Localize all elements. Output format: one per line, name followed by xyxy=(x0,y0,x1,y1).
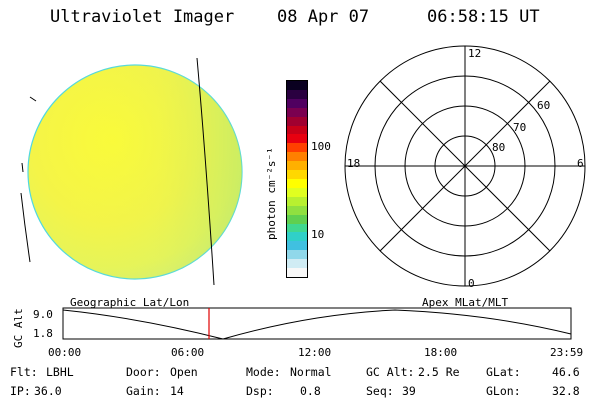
mode-value: Normal xyxy=(290,365,332,379)
polar-label-left: 18 xyxy=(347,157,361,170)
colorbar-segment xyxy=(287,134,307,144)
colorbar-segment xyxy=(287,152,307,162)
glat-label: GLat: xyxy=(486,365,521,379)
time-tick-3: 18:00 xyxy=(424,346,458,359)
colorbar-tick-10: 10 xyxy=(311,228,325,241)
colorbar-segment xyxy=(287,161,307,171)
colorbar-segment xyxy=(287,107,307,117)
colorbar-segment xyxy=(287,223,307,233)
polar-label-right: 6 xyxy=(577,157,584,170)
glat-value: 46.6 xyxy=(552,365,580,379)
door-value: Open xyxy=(170,365,198,379)
date-label: 08 Apr 07 xyxy=(277,7,370,27)
time-tick-0: 00:00 xyxy=(48,346,82,359)
polar-ring-label-70: 70 xyxy=(513,121,527,134)
colorbar-segment xyxy=(287,232,307,242)
time-tick-2: 12:00 xyxy=(298,346,332,359)
colorbar-segment xyxy=(287,241,307,251)
time-label: 06:58:15 UT xyxy=(427,7,540,27)
colorbar-segment xyxy=(287,196,307,206)
polar-label-bottom: 0 xyxy=(468,277,475,290)
colorbar-segment xyxy=(287,250,307,260)
geographic-label: Geographic Lat/Lon xyxy=(70,296,190,309)
colorbar-segment xyxy=(287,259,307,269)
colorbar-segment xyxy=(287,214,307,224)
colorbar xyxy=(286,80,308,278)
apex-label: Apex MLat/MLT xyxy=(422,296,509,309)
gain-value: 14 xyxy=(170,384,184,398)
alt-ymin-label: 1.8 xyxy=(33,327,53,340)
colorbar-segment xyxy=(287,116,307,126)
altitude-curve xyxy=(62,309,572,340)
colorbar-segment xyxy=(287,170,307,179)
dsp-label: Dsp: xyxy=(246,384,274,398)
colorbar-segment xyxy=(287,81,307,90)
colorbar-segment xyxy=(287,268,307,277)
polar-ring-label-60: 60 xyxy=(537,99,551,112)
glon-label: GLon: xyxy=(486,384,521,398)
colorbar-segment xyxy=(287,187,307,197)
ip-value: 36.0 xyxy=(34,384,62,398)
colorbar-segment xyxy=(287,178,307,188)
instrument-title: Ultraviolet Imager xyxy=(50,7,235,27)
gain-label: Gain: xyxy=(126,384,161,398)
door-label: Door: xyxy=(126,365,161,379)
time-tick-4: 23:59 xyxy=(550,346,584,359)
colorbar-segment xyxy=(287,89,307,99)
dsp-value: 0.8 xyxy=(300,384,321,398)
polar-label-top: 12 xyxy=(468,47,482,60)
flt-value: LBHL xyxy=(46,365,74,379)
colorbar-tick-100: 100 xyxy=(311,140,331,153)
ip-label: IP: xyxy=(10,384,31,398)
mode-label: Mode: xyxy=(246,365,281,379)
colorbar-segment xyxy=(287,205,307,215)
alt-ymax-label: 9.0 xyxy=(33,308,53,321)
polar-ring-label-80: 80 xyxy=(492,141,506,154)
glon-value: 32.8 xyxy=(552,384,580,398)
gcalt-label: GC Alt: xyxy=(366,365,415,379)
seq-value: 39 xyxy=(402,384,416,398)
limb-line-left xyxy=(20,192,31,263)
seq-label: Seq: xyxy=(366,384,394,398)
limb-line-right xyxy=(196,57,215,286)
colorbar-segment xyxy=(287,125,307,135)
time-tick-1: 06:00 xyxy=(171,346,205,359)
colorbar-segment xyxy=(287,98,307,108)
colorbar-segment xyxy=(287,143,307,153)
flt-label: Flt: xyxy=(10,365,38,379)
gcalt-value: 2.5 Re xyxy=(418,365,460,379)
